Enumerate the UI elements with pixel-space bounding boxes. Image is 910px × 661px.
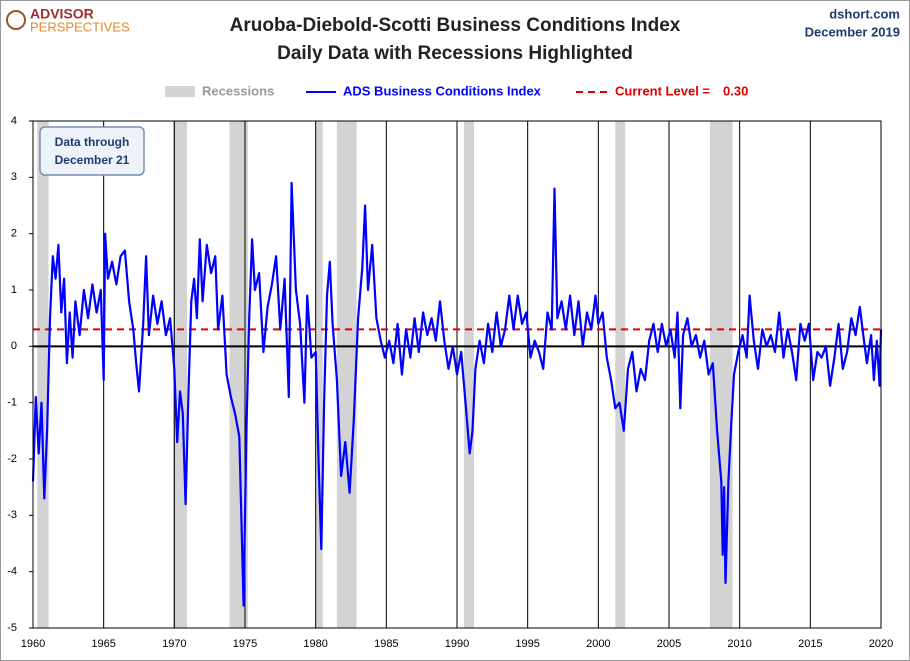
recession <box>336 121 357 628</box>
x-tick-label: 1990 <box>445 638 469 650</box>
y-tick-label: 3 <box>11 171 17 183</box>
y-tick-label: -4 <box>7 566 17 578</box>
x-tick-label: 1980 <box>303 638 327 650</box>
plot-border <box>32 120 882 629</box>
x-tick-label: 1995 <box>515 638 539 650</box>
x-tick-label: 1965 <box>91 638 115 650</box>
annotation-text: Data through <box>55 135 130 149</box>
logo-top: ADVISOR <box>30 6 94 22</box>
x-tick-label: 1970 <box>162 638 186 650</box>
logo-bottom: PERSPECTIVES <box>30 19 130 34</box>
legend-label: Recessions <box>202 83 274 98</box>
logo: ADVISOR PERSPECTIVES <box>6 6 130 34</box>
y-tick-label: 1 <box>11 284 17 296</box>
x-tick-label: 1975 <box>233 638 257 650</box>
recession <box>172 121 188 628</box>
x-tick-label: 2015 <box>798 638 822 650</box>
legend-label: ADS Business Conditions Index <box>343 83 542 98</box>
chart-title: Aruoba-Diebold-Scotti Business Condition… <box>230 15 681 36</box>
recession <box>37 121 49 628</box>
y-tick-label: 0 <box>11 340 17 352</box>
y-tick-label: -1 <box>7 397 17 409</box>
recession <box>464 121 474 628</box>
x-tick-label: 2010 <box>727 638 751 650</box>
legend-swatch <box>165 86 195 97</box>
x-tick-label: 2000 <box>586 638 610 650</box>
x-tick-label: 1985 <box>374 638 398 650</box>
source: dshort.com <box>829 6 900 21</box>
y-tick-label: 4 <box>11 115 17 127</box>
annotation-box <box>39 126 145 176</box>
x-tick-label: 2020 <box>869 638 893 650</box>
y-tick-label: -2 <box>7 453 17 465</box>
y-tick-label: 2 <box>11 228 17 240</box>
recession <box>315 121 323 628</box>
annotation-text: December 21 <box>55 153 130 167</box>
plot-area: 1960 1965 1970 1975 1980 1985 1990 1995 2000 2005… <box>7 115 893 650</box>
chart-subtitle: Daily Data with Recessions Highlighted <box>277 43 633 64</box>
y-tick-label: -3 <box>7 509 17 521</box>
recession <box>615 121 626 628</box>
y-tick-label: -5 <box>7 622 17 634</box>
date: December 2019 <box>805 24 900 39</box>
data-line <box>31 181 883 607</box>
x-tick-label: 2005 <box>657 638 681 650</box>
legend: Recessions ADS Business Conditions Index C… <box>165 83 748 98</box>
logo-icon <box>6 10 26 30</box>
x-tick-label: 1960 <box>21 638 45 650</box>
recession <box>229 121 248 628</box>
legend-label: Current Level = <box>615 83 710 98</box>
legend-value: 0.30 <box>723 83 748 98</box>
